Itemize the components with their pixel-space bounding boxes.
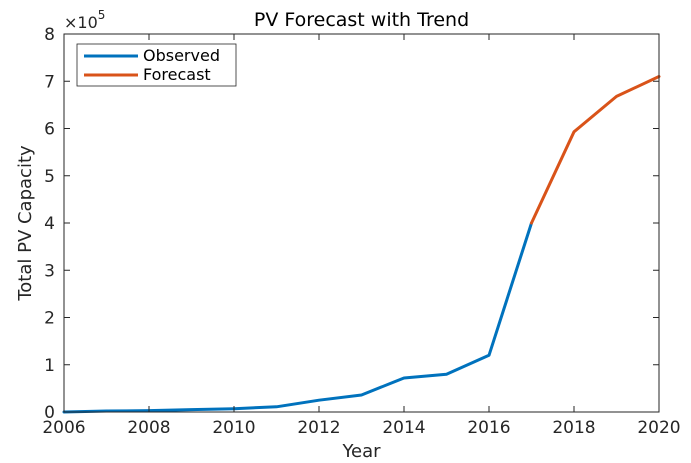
chart-title: PV Forecast with Trend	[254, 9, 469, 31]
plot-area	[64, 34, 659, 412]
x-tick-label-2018: 2018	[552, 418, 595, 438]
tick-layer: 2006 2008 2010 2012 2014 2016 2018 2020 0 1 2 3 4 5 6 7…	[42, 25, 680, 438]
y-tick-label-1: 1	[44, 356, 55, 376]
exponent-base: ×10	[64, 13, 98, 32]
series-line-forecast	[530, 75, 661, 225]
y-tick-label-2: 2	[44, 309, 55, 329]
x-tick-label-2006: 2006	[42, 418, 85, 438]
exponent-power: 5	[98, 8, 106, 22]
y-tick-label-8: 8	[44, 25, 55, 45]
x-axis-label: Year	[341, 441, 381, 462]
y-tick-label-6: 6	[44, 120, 55, 140]
x-tick-label-2008: 2008	[127, 418, 170, 438]
x-tick-label-2010: 2010	[212, 418, 255, 438]
series-layer	[62, 75, 661, 414]
y-tick-label-5: 5	[44, 167, 55, 187]
legend-label-observed: Observed	[143, 46, 220, 65]
x-tick-label-2020: 2020	[637, 418, 680, 438]
x-tick-label-2016: 2016	[467, 418, 510, 438]
legend: Observed Forecast	[76, 43, 237, 87]
series-line-observed	[62, 221, 533, 414]
y-tick-label-4: 4	[44, 214, 55, 234]
y-tick-label-3: 3	[44, 261, 55, 281]
x-tick-label-2014: 2014	[382, 418, 425, 438]
y-tick-label-0: 0	[44, 403, 55, 423]
y-exponent-label: ×105	[64, 8, 105, 32]
y-tick-label-7: 7	[44, 72, 55, 92]
x-tick-label-2012: 2012	[297, 418, 340, 438]
svg-text:×105: ×105	[64, 8, 105, 32]
legend-label-forecast: Forecast	[143, 65, 211, 84]
legend-box	[76, 43, 237, 87]
y-axis-label: Total PV Capacity	[15, 145, 36, 302]
